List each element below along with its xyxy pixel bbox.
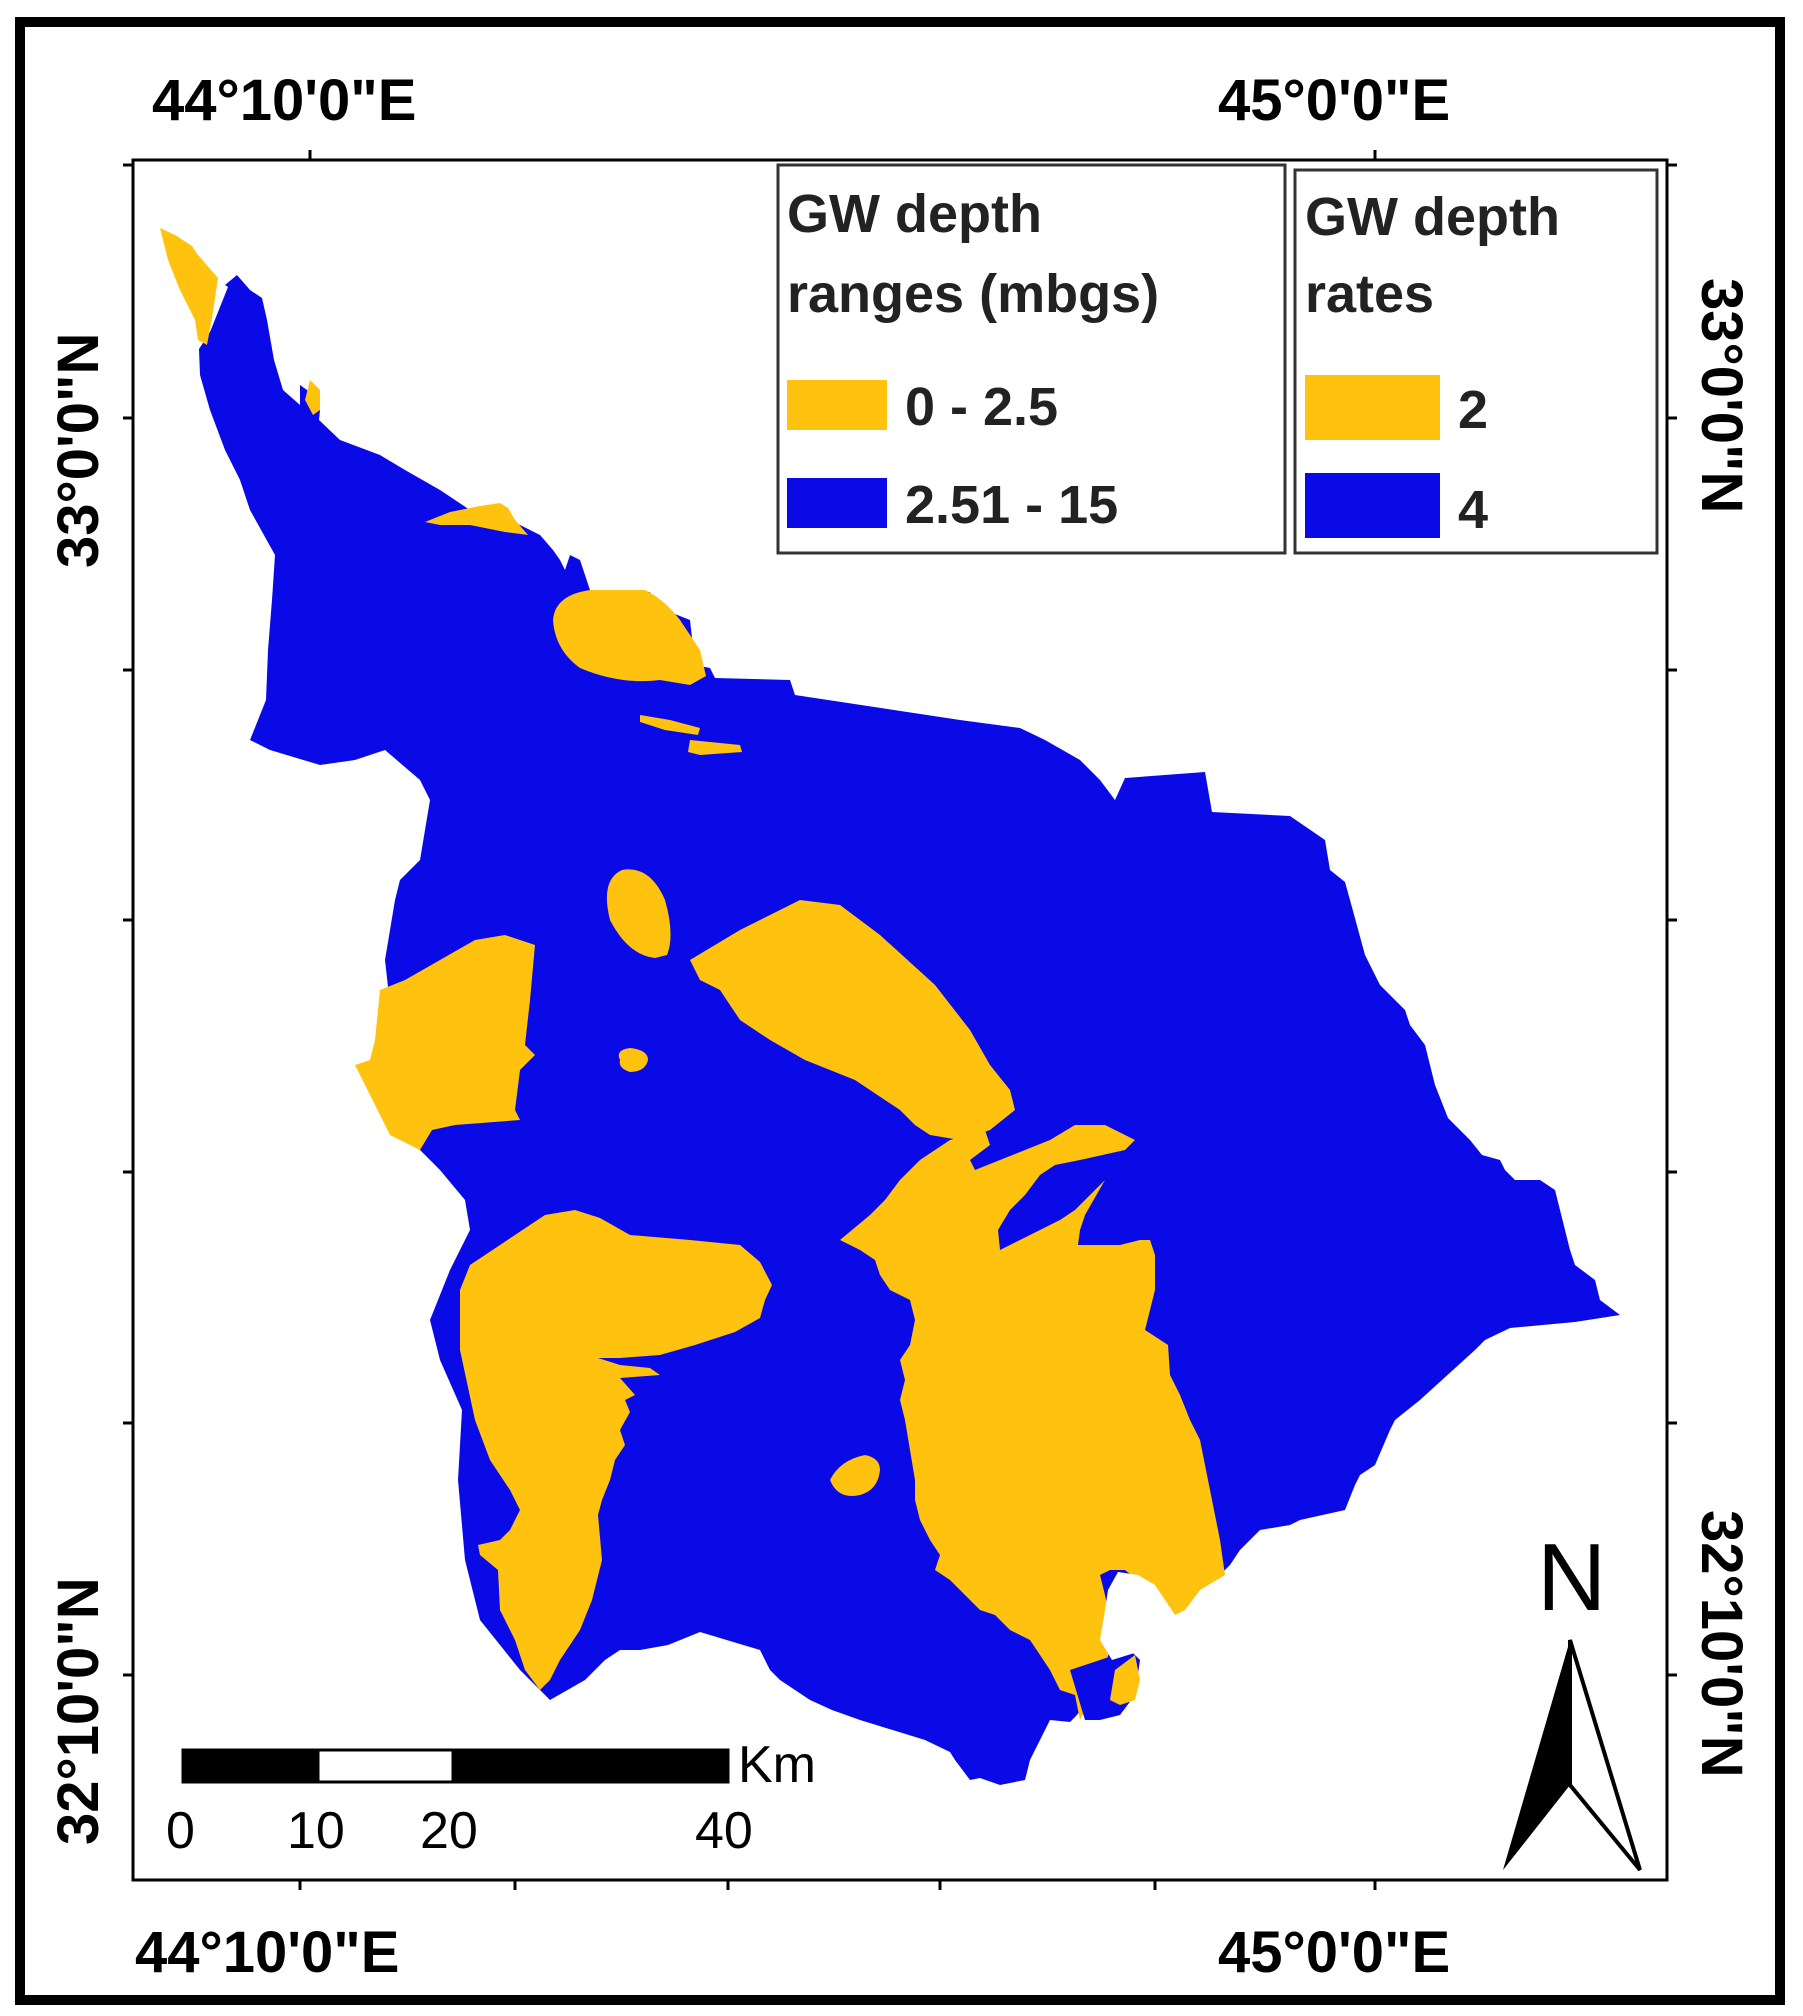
north-arrow-left-half (1503, 1640, 1570, 1870)
lat-label-left-lower: 32°10'0"N (46, 1577, 111, 1845)
shallow-patch-southwest (460, 1210, 772, 1690)
shallow-patch-central (690, 900, 1015, 1140)
legend-rates-swatch-4 (1305, 473, 1440, 538)
shallow-patch-center-dot (618, 1048, 648, 1072)
no-data-gap-southeast (1100, 1572, 1200, 1660)
legend-rates-swatch-2 (1305, 375, 1440, 440)
scale-tick-40: 40 (695, 1802, 753, 1860)
legend-ranges: GW depth ranges (mbgs) 0 - 2.5 2.51 - 15 (776, 163, 1287, 555)
scale-segment-0-10 (181, 1748, 320, 1784)
lat-label-right-lower: 32°10'0"N (1689, 1510, 1754, 1778)
shallow-patch-north-oval (553, 590, 706, 685)
legend-ranges-label-deep: 2.51 - 15 (905, 475, 1118, 535)
scale-tick-10: 10 (287, 1802, 345, 1860)
lon-label-bottom-left: 44°10'0"E (135, 1920, 399, 1985)
shallow-patch-sw-small (830, 1455, 880, 1496)
shallow-patch-nw-tip (160, 228, 218, 345)
map-frame (131, 158, 1669, 1882)
scale-bar: Km 0 10 20 40 (166, 1736, 816, 1860)
scale-unit: Km (738, 1736, 816, 1794)
scale-tick-0: 0 (166, 1802, 195, 1860)
legend-ranges-swatch-deep (787, 478, 887, 528)
lon-label-bottom-right: 45°0'0"E (1218, 1920, 1450, 1985)
shallow-zone (160, 228, 1225, 1720)
frame-ticks (123, 150, 1677, 1890)
lon-label-top-right: 45°0'0"E (1218, 68, 1450, 133)
legend-rates-label-2: 2 (1458, 380, 1488, 440)
scale-segment-10-20 (316, 1748, 455, 1784)
outer-border (15, 17, 1785, 2005)
north-arrow: N (1503, 1524, 1642, 1872)
shallow-patch-center-oval (606, 869, 671, 958)
legend-rates: GW depth rates 2 4 (1293, 168, 1659, 555)
lon-label-top-left: 44°10'0"E (152, 68, 416, 133)
north-arrow-right-half (1568, 1639, 1642, 1872)
shallow-patch-nw-small (305, 380, 320, 415)
legend-ranges-title-line2: ranges (mbgs) (787, 264, 1159, 324)
shallow-patch-north-strip (425, 503, 528, 535)
legend-ranges-title-line1: GW depth (787, 184, 1042, 244)
shallow-patch-se-corner (1110, 1655, 1140, 1705)
north-label: N (1537, 1524, 1606, 1631)
legend-ranges-swatch-shallow (787, 380, 887, 430)
shallow-patch-southeast-complex (840, 1125, 1225, 1720)
scale-tick-20: 20 (420, 1802, 478, 1860)
shallow-patch-west (355, 935, 535, 1150)
legend-rates-title-line1: GW depth (1305, 187, 1560, 247)
scale-segment-20-40 (451, 1748, 730, 1784)
legend-ranges-label-shallow: 0 - 2.5 (905, 377, 1058, 437)
lat-label-left-upper: 33°0'0"N (46, 333, 111, 568)
legend-rates-label-4: 4 (1458, 480, 1488, 540)
shallow-patch-north-sliver-1 (640, 715, 700, 735)
shallow-patch-north-sliver-2 (688, 740, 742, 755)
legend-rates-title-line2: rates (1305, 264, 1434, 324)
lat-label-right-upper: 33°0'0"N (1689, 278, 1754, 513)
